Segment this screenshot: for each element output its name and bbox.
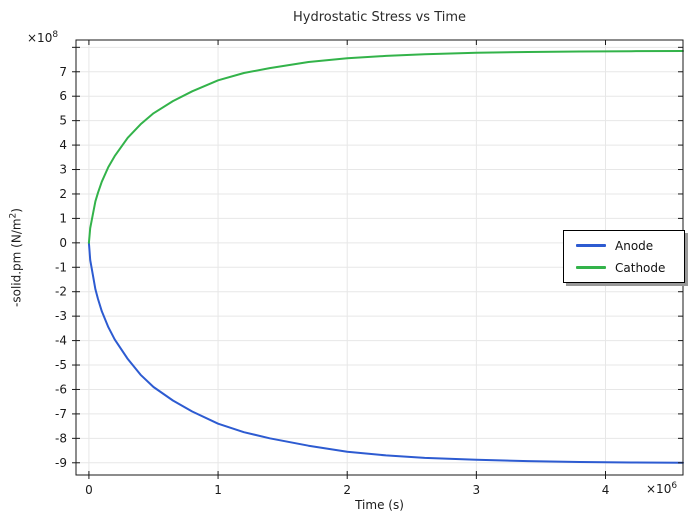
x-axis-multiplier: ×106 [646,481,677,496]
y-tick-label: -4 [55,334,67,348]
y-tick-label: -2 [55,285,67,299]
y-tick-label: 3 [59,163,67,177]
x-tick-label: 4 [602,483,610,497]
series-line-cathode [87,50,684,244]
x-tick-label: 3 [473,483,481,497]
legend-label: Anode [615,238,654,253]
legend-line-anode [576,244,606,247]
y-tick-label: 5 [59,114,67,128]
legend-label: Cathode [615,260,666,275]
y-multiplier-exponent: 8 [52,30,59,40]
y-tick-label: 4 [59,138,67,152]
y-tick-label: -5 [55,358,67,372]
legend-item: Anode [576,238,684,253]
x-tick-label: 1 [214,483,222,497]
y-tick-label: -3 [55,309,67,323]
y-tick-label: -8 [55,431,67,445]
chart-title: Hydrostatic Stress vs Time [292,10,467,25]
legend: Anode Cathode [563,230,685,283]
y-tick-label: 7 [59,65,67,79]
y-tick-label: 1 [59,211,67,225]
y-tick-label: 0 [59,236,67,250]
y-axis-multiplier: ×108 [27,30,58,45]
x-tick-label: 0 [85,483,93,497]
x-multiplier-base: ×10 [646,482,672,496]
legend-item: Cathode [576,260,684,275]
y-tick-label: 6 [59,89,67,103]
y-tick-label: -1 [55,260,67,274]
x-axis-label: Time (s) [355,498,404,512]
x-tick-label: 2 [343,483,351,497]
legend-line-cathode [576,266,606,269]
y-tick-label: 2 [59,187,67,201]
series-line-anode [87,241,684,464]
y-tick-label: -9 [55,456,67,470]
y-tick-label: -6 [55,382,67,396]
y-multiplier-base: ×10 [27,31,53,45]
x-multiplier-exponent: 6 [671,481,678,491]
y-tick-label: -7 [55,407,67,421]
